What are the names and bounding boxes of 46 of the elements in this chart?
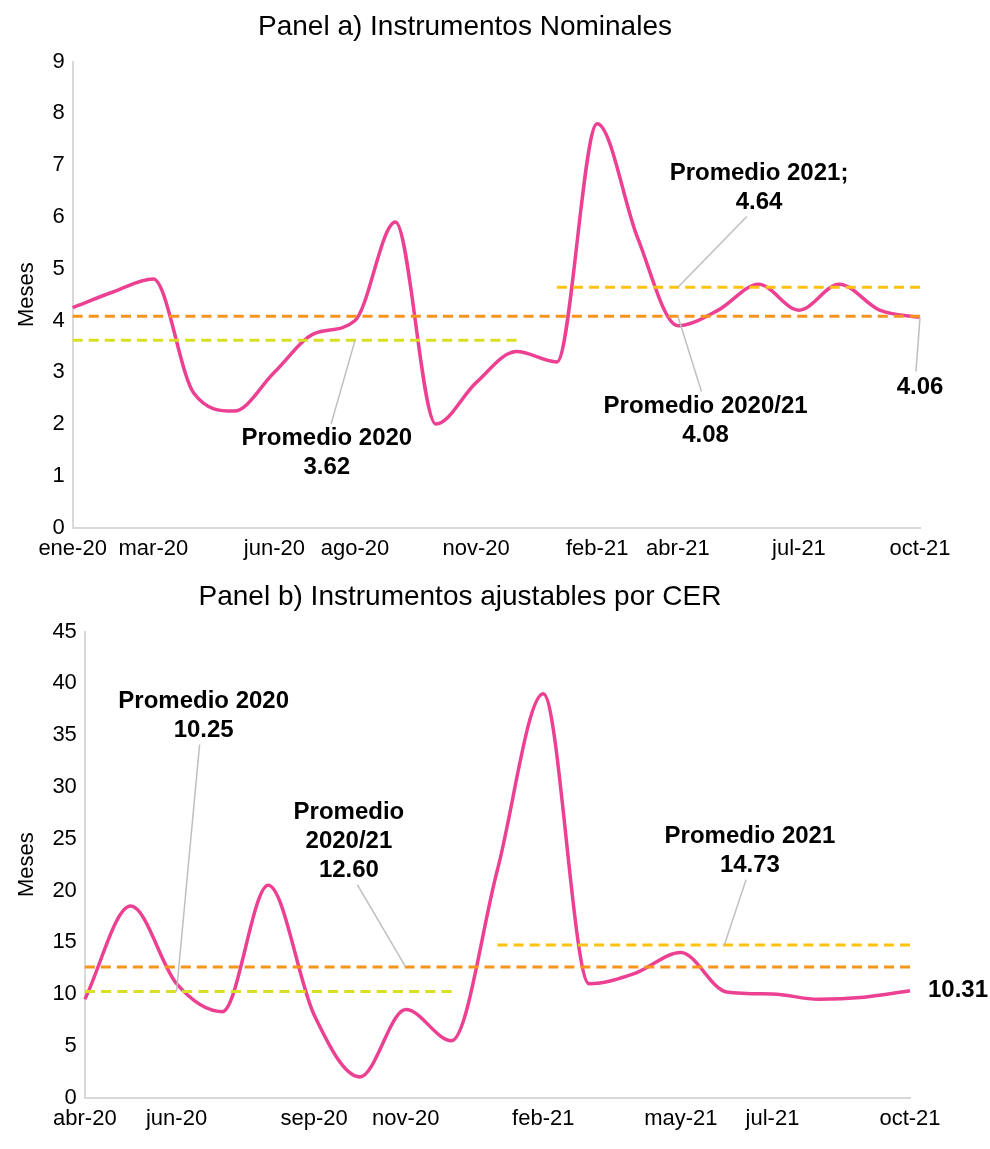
x-tick-label: may-21: [644, 1104, 718, 1130]
x-tick-label: nov-20: [442, 534, 510, 560]
y-axis-title: Meses: [13, 262, 39, 327]
annotation: Promedio 2020/21 12.60: [293, 796, 405, 882]
y-tick-label: 35: [52, 721, 77, 747]
x-tick-label: abr-21: [646, 534, 710, 560]
x-tick-label: mar-20: [118, 534, 189, 560]
annotation: Promedio 2021; 4.64: [669, 157, 849, 214]
x-tick-label: oct-21: [879, 1104, 941, 1130]
chart-title: Panel b) Instrumentos ajustables por CER: [198, 579, 722, 611]
chart-title: Panel a) Instrumentos Nominales: [258, 9, 672, 41]
annotation: Promedio 2020 3.62: [241, 423, 413, 480]
y-tick-label: 4: [52, 306, 65, 332]
x-tick-label: nov-20: [372, 1104, 440, 1130]
x-tick-label: ago-20: [320, 534, 390, 560]
x-tick-label: oct-21: [889, 534, 951, 560]
x-tick-label: jun-20: [144, 1104, 208, 1130]
y-tick-label: 30: [52, 773, 77, 798]
y-tick-label: 7: [52, 151, 65, 177]
y-tick-label: 20: [52, 876, 77, 902]
line-series: [83, 691, 912, 1079]
y-tick-label: 1: [52, 461, 65, 487]
y-tick-label: 10: [52, 980, 77, 1006]
y-tick-label: 6: [52, 203, 65, 228]
annotation: Promedio 2020 10.25: [118, 685, 290, 742]
x-tick-label: feb-21: [566, 534, 629, 560]
y-tick-label: 25: [52, 824, 77, 850]
y-tick-label: 15: [52, 928, 77, 954]
x-tick-label: sep-20: [280, 1104, 348, 1130]
y-tick-label: 3: [52, 358, 65, 384]
y-tick-label: 40: [52, 669, 77, 695]
y-tick-label: 2: [52, 410, 65, 436]
annotation: Promedio 2021 14.73: [664, 820, 836, 877]
data-label: 10.31: [927, 975, 989, 1003]
annotation: Promedio 2020/21 4.08: [603, 390, 808, 447]
x-tick-label: jul-21: [771, 534, 826, 560]
y-tick-label: 5: [52, 254, 65, 280]
x-tick-label: feb-21: [512, 1104, 575, 1130]
y-tick-label: 45: [52, 617, 77, 643]
y-tick-label: 8: [52, 99, 65, 125]
data-label: 4.06: [896, 372, 944, 400]
y-tick-label: 5: [64, 1031, 77, 1057]
x-tick-label: jul-21: [744, 1104, 800, 1130]
y-tick-label: 9: [52, 47, 65, 73]
x-tick-label: jun-20: [242, 534, 305, 560]
y-axis-title: Meses: [13, 832, 39, 897]
